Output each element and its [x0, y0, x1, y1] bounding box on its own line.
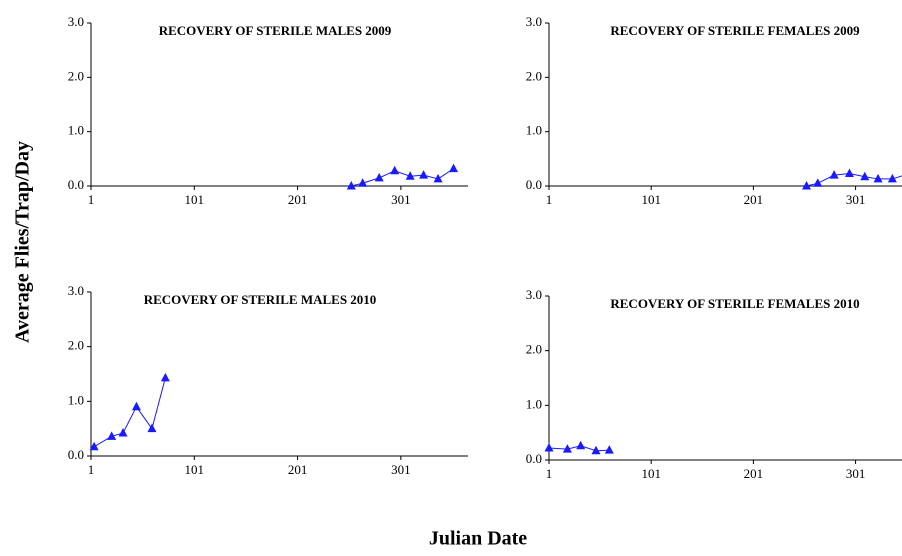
marker [419, 170, 429, 179]
marker [405, 171, 415, 180]
x-tick-label: 101 [185, 192, 205, 207]
x-tick-label: 201 [744, 466, 764, 481]
x-tick-label: 101 [641, 466, 661, 481]
marker [813, 178, 823, 187]
marker [544, 442, 554, 452]
marker [358, 178, 368, 187]
marker [147, 423, 157, 433]
panel-title: RECOVERY OF STERILE FEMALES 2010 [610, 296, 860, 311]
marker [118, 428, 128, 437]
y-tick-label: 2.0 [526, 342, 542, 357]
marker [346, 181, 356, 190]
marker [390, 165, 400, 175]
marker [89, 441, 99, 451]
y-tick-label: 3.0 [526, 287, 542, 302]
y-tick-label: 2.0 [68, 338, 84, 353]
marker [562, 444, 572, 453]
y-tick-label: 1.0 [68, 123, 84, 138]
marker [160, 372, 170, 382]
panel-title: RECOVERY OF STERILE MALES 2010 [143, 292, 377, 307]
x-tick-label: 201 [288, 192, 308, 207]
y-tick-label: 3.0 [526, 14, 542, 29]
marker [873, 173, 883, 183]
series-line [351, 168, 454, 187]
x-tick-label: 101 [641, 192, 661, 207]
marker [449, 163, 459, 173]
x-tick-label: 1 [546, 466, 553, 481]
y-tick-label: 3.0 [68, 14, 84, 29]
x-tick-label: 301 [391, 462, 411, 477]
marker [107, 431, 117, 440]
y-tick-label: 1.0 [526, 396, 542, 411]
marker [131, 401, 141, 411]
y-tick-label: 2.0 [526, 68, 542, 83]
y-tick-label: 0.0 [526, 451, 542, 466]
marker [860, 171, 870, 181]
y-tick-label: 0.0 [68, 447, 84, 462]
x-tick-label: 201 [288, 462, 308, 477]
x-tick-label: 101 [185, 462, 205, 477]
marker [374, 172, 384, 182]
x-tick-label: 1 [88, 192, 95, 207]
marker [604, 445, 614, 454]
panel-title: RECOVERY OF STERILE FEMALES 2009 [610, 23, 860, 38]
x-tick-label: 1 [546, 192, 553, 207]
y-axis-label: Average Flies/Trap/Day [12, 141, 34, 343]
y-tick-label: 0.0 [526, 177, 542, 192]
x-tick-label: 301 [846, 466, 866, 481]
y-tick-label: 2.0 [68, 68, 84, 83]
y-tick-label: 0.0 [68, 177, 84, 192]
marker [433, 173, 443, 183]
x-tick-label: 201 [744, 192, 764, 207]
marker [576, 440, 586, 450]
marker [844, 168, 854, 178]
marker [829, 170, 839, 179]
marker [887, 173, 897, 183]
panel-title: RECOVERY OF STERILE MALES 2009 [158, 23, 392, 38]
y-tick-label: 3.0 [68, 283, 84, 298]
y-tick-label: 1.0 [68, 392, 84, 407]
x-tick-label: 301 [391, 192, 411, 207]
y-tick-label: 1.0 [526, 123, 542, 138]
marker [802, 181, 812, 190]
x-tick-label: 301 [846, 192, 866, 207]
marker [591, 445, 601, 455]
x-axis-label: Julian Date [429, 528, 527, 550]
x-tick-label: 1 [88, 462, 95, 477]
series-line [93, 377, 166, 448]
